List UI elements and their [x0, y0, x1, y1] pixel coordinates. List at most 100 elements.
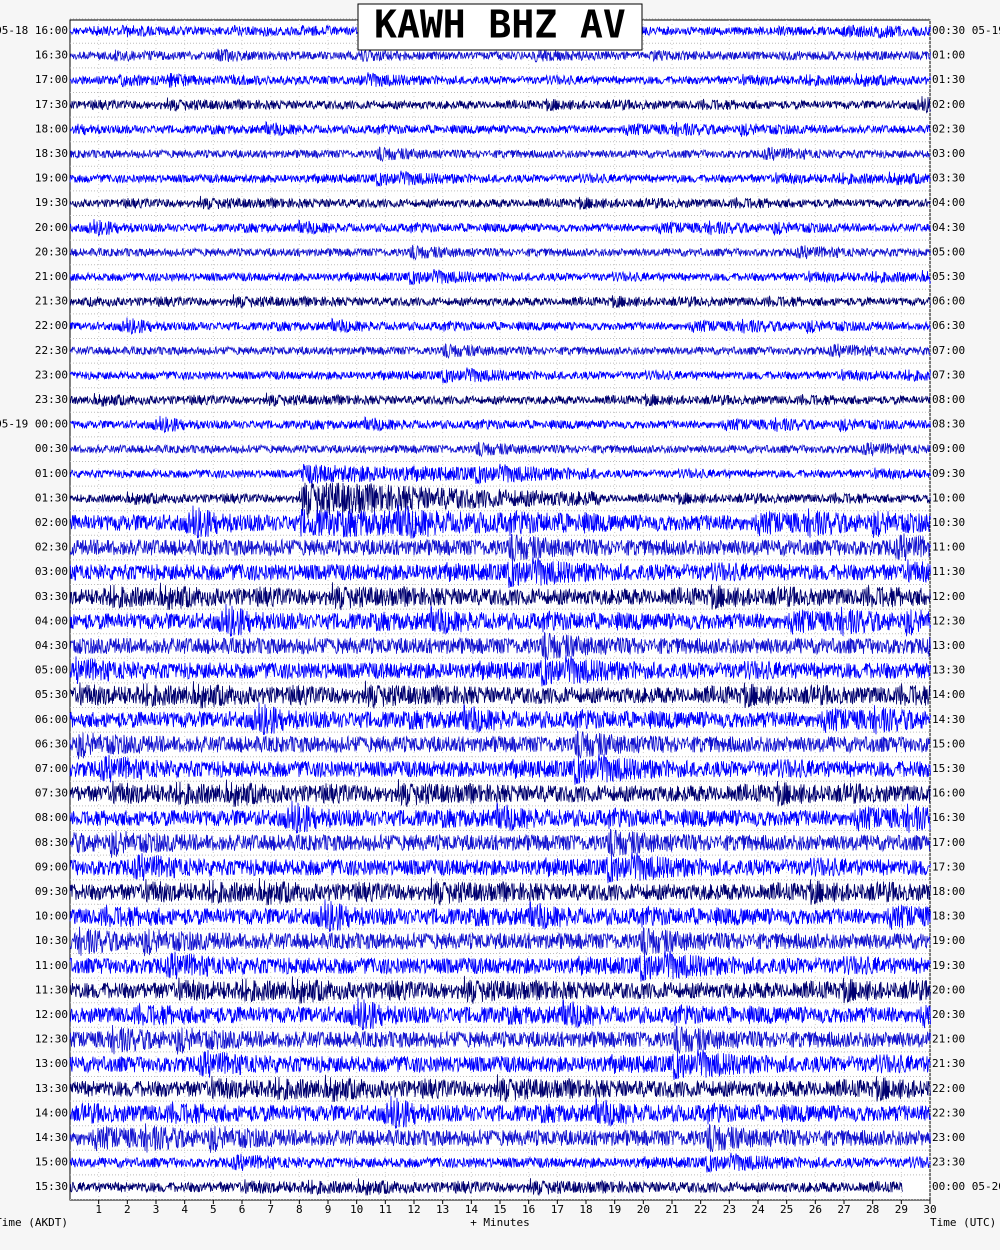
x-tick-label: 6: [239, 1203, 246, 1216]
right-time-label: 03:00: [932, 147, 965, 160]
right-time-label: 10:30: [932, 516, 965, 529]
left-time-label: 18:00: [35, 122, 68, 135]
right-time-label: 06:00: [932, 295, 965, 308]
right-time-label: 09:30: [932, 467, 965, 480]
left-time-label: 12:30: [35, 1033, 68, 1046]
x-tick-label: 18: [579, 1203, 592, 1216]
traces: [69, 18, 931, 1200]
trace: [69, 556, 931, 589]
x-tick-label: 2: [124, 1203, 131, 1216]
trace: [69, 680, 931, 709]
left-time-label: 13:30: [35, 1082, 68, 1095]
title-box: [357, 3, 643, 51]
x-tick-label: 14: [465, 1203, 479, 1216]
trace: [69, 851, 931, 884]
left-time-label: 04:00: [35, 614, 68, 627]
left-time-label: 08:30: [35, 836, 68, 849]
trace: [69, 632, 931, 660]
trace: [69, 244, 931, 261]
left-time-label: 05-19 00:00: [0, 418, 68, 431]
left-time-label: 18:30: [35, 147, 68, 160]
right-time-label: 15:30: [932, 762, 965, 775]
left-time-label: 15:30: [35, 1180, 68, 1193]
right-time-label: 00:30 05-19: [932, 24, 1000, 37]
right-time-label: 19:00: [932, 934, 965, 947]
right-time-label: 09:00: [932, 442, 965, 455]
right-time-label: 18:00: [932, 885, 965, 898]
left-time-label: 17:30: [35, 98, 68, 111]
right-time-label: 16:00: [932, 787, 965, 800]
right-axis-label: Time (UTC): [930, 1216, 996, 1229]
right-time-label: 01:30: [932, 73, 965, 86]
trace: [69, 415, 931, 434]
left-time-label: 14:30: [35, 1131, 68, 1144]
trace: [69, 603, 931, 637]
right-time-label: 14:00: [932, 688, 965, 701]
x-tick-label: 9: [325, 1203, 332, 1216]
right-time-label: 05:00: [932, 245, 965, 258]
left-time-label: 09:00: [35, 860, 68, 873]
trace: [69, 441, 931, 458]
left-time-label: 02:30: [35, 541, 68, 554]
left-time-label: 02:00: [35, 516, 68, 529]
left-time-label: 00:30: [35, 442, 68, 455]
right-time-label: 01:00: [932, 49, 965, 62]
left-time-label: 19:00: [35, 172, 68, 185]
left-time-label: 19:30: [35, 196, 68, 209]
left-time-label: 17:00: [35, 73, 68, 86]
trace: [69, 504, 931, 539]
trace: [69, 926, 931, 957]
x-tick-label: 1: [95, 1203, 102, 1216]
right-time-label: 03:30: [932, 172, 965, 185]
right-time-label: 21:30: [932, 1057, 965, 1070]
right-time-label: 05:30: [932, 270, 965, 283]
left-time-label: 01:00: [35, 467, 68, 480]
trace: [69, 269, 931, 286]
right-time-label: 20:00: [932, 983, 965, 996]
left-time-label: 23:30: [35, 393, 68, 406]
left-time-label: 11:00: [35, 959, 68, 972]
x-tick-label: 15: [493, 1203, 506, 1216]
right-time-label: 12:00: [932, 590, 965, 603]
left-time-label: 22:30: [35, 344, 68, 357]
x-tick-label: 27: [837, 1203, 850, 1216]
right-time-label: 10:00: [932, 491, 965, 504]
trace: [69, 779, 931, 807]
trace: [69, 1074, 931, 1103]
trace: [69, 877, 931, 906]
x-tick-label: 17: [551, 1203, 564, 1216]
trace: [69, 899, 931, 932]
left-time-label: 03:30: [35, 590, 68, 603]
trace: [69, 997, 931, 1031]
left-time-label: 20:00: [35, 221, 68, 234]
left-time-label: 23:00: [35, 368, 68, 381]
right-time-label: 04:30: [932, 221, 965, 234]
trace: [70, 48, 931, 63]
x-tick-label: 10: [350, 1203, 363, 1216]
right-time-label: 11:30: [932, 565, 965, 578]
right-time-label: 13:30: [932, 664, 965, 677]
chart-title: KAWH BHZ AV: [374, 3, 626, 47]
right-time-label: 00:00 05-20: [932, 1180, 1000, 1193]
left-time-label: 22:00: [35, 319, 68, 332]
trace: [69, 533, 931, 562]
trace: [69, 195, 931, 211]
right-time-label: 14:30: [932, 713, 965, 726]
right-time-label: 08:00: [932, 393, 965, 406]
trace: [69, 949, 931, 982]
x-axis-label: + Minutes: [470, 1216, 530, 1229]
trace: [69, 392, 931, 407]
right-time-label: 08:30: [932, 418, 965, 431]
trace: [69, 482, 931, 519]
x-tick-label: 23: [723, 1203, 736, 1216]
trace: [69, 294, 931, 309]
left-axis-label: Time (AKDT): [0, 1216, 68, 1229]
trace: [69, 170, 931, 187]
trace: [69, 343, 931, 360]
left-time-label: 20:30: [35, 245, 68, 258]
trace: [69, 800, 931, 834]
right-time-label: 12:30: [932, 614, 965, 627]
trace: [69, 753, 931, 785]
